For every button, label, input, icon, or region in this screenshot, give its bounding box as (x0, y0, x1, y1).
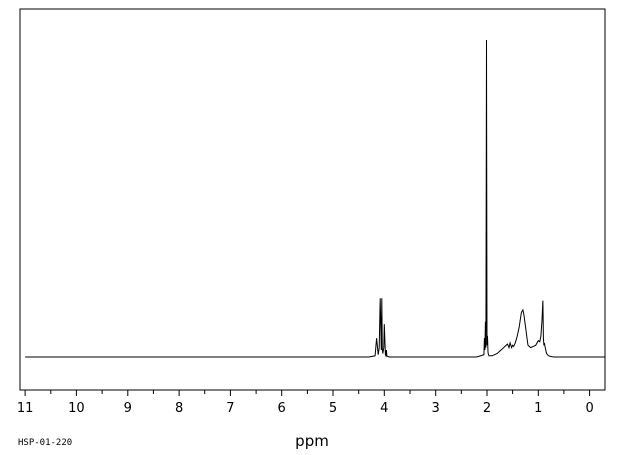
x-axis-ticks (24, 390, 591, 396)
x-tick-label: 4 (380, 401, 388, 416)
x-tick-label: 10 (68, 401, 85, 416)
footer-code: HSP-01-220 (18, 438, 72, 448)
plot-frame (19, 8, 606, 391)
x-tick-label: 1 (534, 401, 542, 416)
x-tick-label: 9 (124, 401, 132, 416)
x-tick-label: 11 (17, 401, 34, 416)
x-tick-label: 7 (226, 401, 234, 416)
x-axis-tick-labels: 11 10 9 8 7 6 5 4 3 2 1 0 (17, 401, 594, 416)
x-axis-label: ppm (295, 432, 329, 450)
x-tick-label: 3 (432, 401, 440, 416)
x-tick-label: 6 (278, 401, 286, 416)
x-tick-label: 0 (585, 401, 593, 416)
x-tick-label: 8 (175, 401, 183, 416)
x-tick-label: 2 (483, 401, 491, 416)
x-tick-label: 5 (329, 401, 337, 416)
spectrum-line (25, 39, 605, 358)
